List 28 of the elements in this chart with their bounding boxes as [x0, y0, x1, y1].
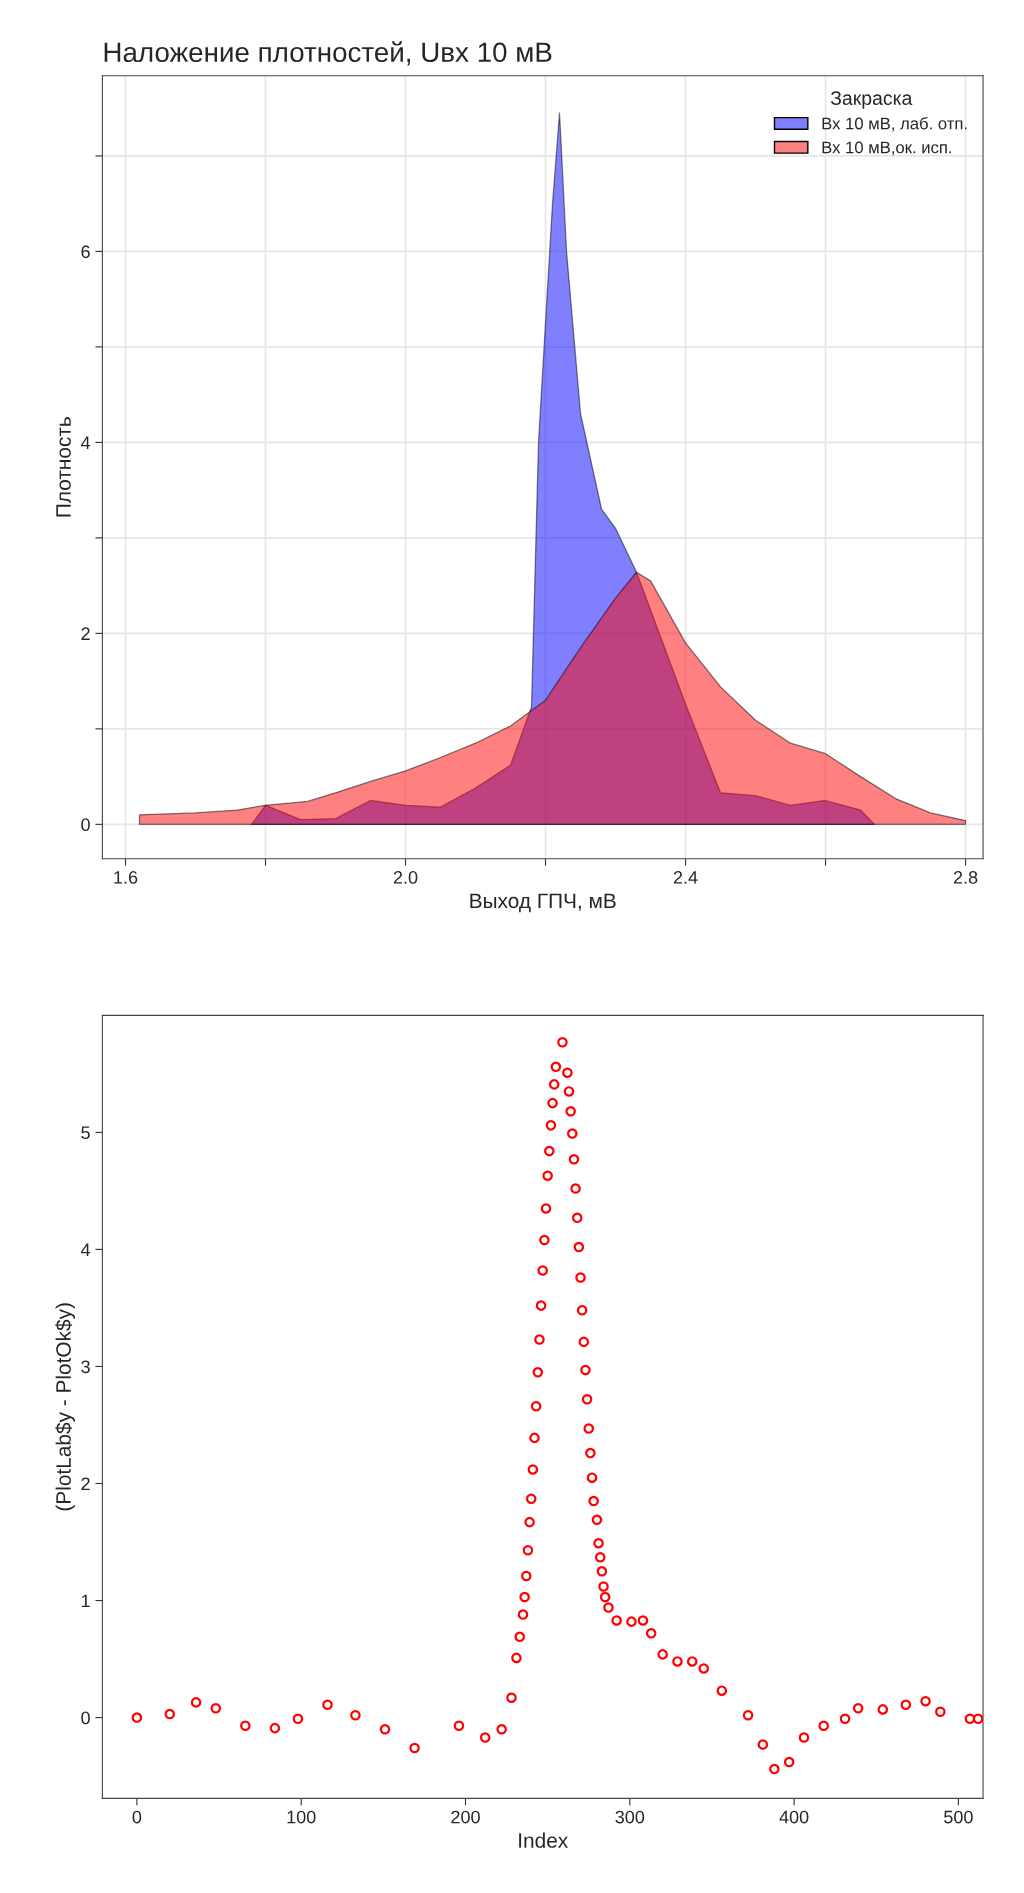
x-tick-label: 500: [944, 1810, 973, 1824]
x-tick-label: 400: [779, 1810, 809, 1824]
x-tick-label: 1.6: [114, 871, 138, 884]
legend-label: Вх 10 мВ,ок. исп.: [822, 141, 952, 156]
y-tick-label: 0: [81, 1711, 90, 1725]
y-axis-title: (PlotLab$y - PlotOk$y): [55, 1303, 75, 1511]
legend-title: Закраска: [830, 91, 913, 109]
y-tick-label: 2: [81, 1477, 90, 1491]
chart-title: Наложение плотностей, Uвх 10 мВ: [104, 41, 552, 66]
y-tick-label: 5: [81, 1126, 90, 1140]
x-tick-label: 300: [615, 1810, 645, 1824]
y-tick-label: 3: [81, 1360, 90, 1374]
x-tick-label: 2.0: [393, 871, 418, 884]
x-tick-label: 200: [451, 1810, 480, 1824]
x-tick-label: 0: [132, 1810, 142, 1824]
legend-label: Вх 10 мВ, лаб. отп.: [822, 117, 967, 132]
y-tick-label: 4: [80, 436, 91, 449]
y-tick-label: 1: [81, 1594, 90, 1608]
y-tick-label: 2: [81, 627, 90, 640]
x-tick-label: 100: [287, 1810, 316, 1824]
x-axis-title: Index: [519, 1832, 568, 1848]
x-tick-label: 2.8: [953, 871, 978, 884]
y-tick-label: 4: [80, 1243, 91, 1256]
y-axis-title: Плотность: [56, 417, 71, 517]
x-axis-title: Выход ГПЧ, мВ: [470, 893, 616, 913]
x-tick-label: 2.4: [673, 871, 698, 884]
y-tick-label: 6: [81, 245, 90, 259]
y-tick-label: 0: [81, 818, 90, 832]
